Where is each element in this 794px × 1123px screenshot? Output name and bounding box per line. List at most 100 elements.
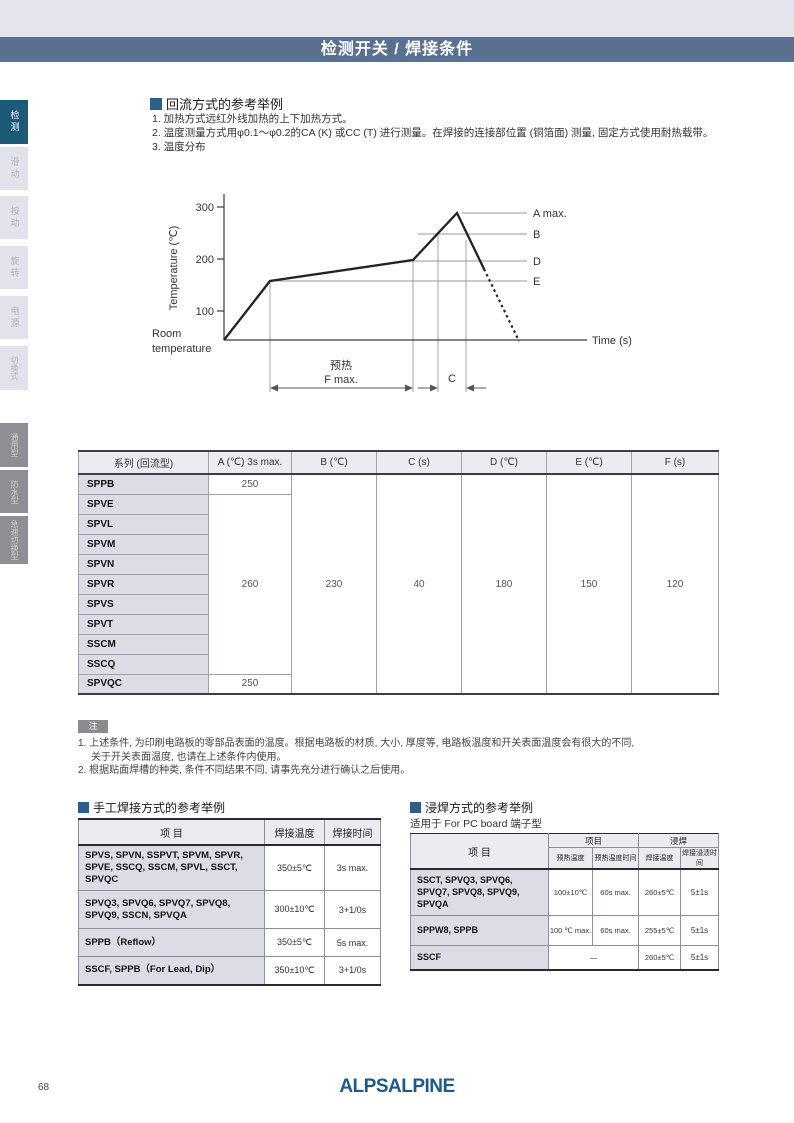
reflow-note-line: 1. 加热方式远红外线加热的上下加热方式。 [152,113,353,125]
table-row: SSCF — 260±5℃ 5±1s [410,944,720,971]
heading-square-icon [78,802,89,813]
sidebar-tab-label: 滑动 [9,156,20,181]
value-cell-b: 230 [291,473,377,695]
sidebar-tab-label: 通用型 [10,433,19,457]
temp-cell: 350±10℃ [264,956,325,986]
note-badge: 注 [78,720,108,733]
sidebar-tab-label: 检测 [9,110,20,134]
sidebar-tab-label: 切换式 [10,356,19,380]
sidebar-tab-huadong: 滑动 [0,147,28,190]
item-cell: SPVS, SPVN, SSPVT, SPVM, SPVR, SPVE, SSC… [78,844,265,891]
sub-header-dip-time: 焊接浸渍时间 [680,847,720,870]
item-cell: SSCF, SPPB（For Lead, Dip） [78,956,265,986]
hand-solder-heading-text: 手工焊接方式的参考举例 [93,801,226,815]
series-cell: SPVQC [78,673,209,695]
alps-alpine-logo: ALPSALPINE [339,1076,455,1097]
preheat-time-cell: 60s max. [591,914,640,946]
temp-cell: 300±10℃ [264,890,325,929]
col-header-solder-temp: 焊接温度 [264,818,325,846]
label-B: B [533,229,540,241]
y-tick-label-300: 300 [196,202,214,214]
col-header-e: E (℃) [546,450,632,475]
item-cell: SPPB（Reflow） [78,928,265,957]
col-header-items: 项 目 [410,833,549,870]
value-cell-f: 120 [631,473,719,695]
sidebar-tab-label: 防水型 [10,479,19,504]
time-cell: 3+1/0s [324,956,381,986]
table-row: SPPB（Reflow） 350±5℃ 5s max. [78,928,381,957]
dip-solder-heading: 浸焊方式的参考举例 [410,799,533,816]
arrowhead-left-icon [270,384,278,392]
arrowhead-left-icon [466,384,474,392]
x-axis-title: Time (s) [592,335,632,347]
table-row: SSCM [78,633,719,655]
series-cell: SPVR [78,573,209,595]
series-cell: SPVT [78,613,209,635]
sub-header-preheat-temp: 预热温度 [548,847,593,870]
table-row: SPVT [78,613,719,635]
table-row: SSCF, SPPB（For Lead, Dip） 350±10℃ 3+1/0s [78,956,381,986]
series-cell: SPVN [78,553,209,575]
sidebar-tab-label: 电源 [9,305,20,330]
reflow-section-heading: 回流方式的参考举例 [150,94,283,113]
series-cell: SSCQ [78,653,209,675]
series-cell: SPVL [78,513,209,535]
room-temp-label: temperature [152,343,211,355]
value-cell-a: 250 [208,673,292,695]
sidebar-tab-label: 按动 [9,205,20,230]
series-cell: SPVS [78,593,209,615]
time-cell: 5s max. [324,928,381,957]
profile-line-dotted [483,268,520,342]
fmax-label: F max. [324,374,358,386]
col-header-f: F (s) [631,450,719,475]
arrowhead-right-icon [405,384,413,392]
value-cell-a-merged: 260 [208,493,292,675]
sidebar-tab-label: 旋转 [9,255,20,280]
preheat-time-cell: 60s max. [591,868,640,916]
reflow-table: 系列 (回流型) A (℃) 3s max. B (℃) C (s) D (℃)… [78,450,719,695]
series-cell: SPPB [78,473,209,495]
preheat-merged-cell: — [547,944,640,971]
value-cell-d: 180 [461,473,547,695]
label-A-max: A max. [533,208,567,220]
value-cell-e: 150 [546,473,632,695]
dip-table-group-row: 项 目 项目 浸焊 [410,833,720,870]
group-header-preheat: 项目 [547,833,640,848]
col-header-d: D (℃) [461,450,547,475]
sub-header-preheat-time: 预热温度时间 [591,847,640,870]
hand-table-header-row: 项 目 焊接温度 焊接时间 [78,818,381,846]
time-cell: 3s max. [324,844,381,891]
series-cell: SPVM [78,533,209,555]
col-header-items: 项 目 [78,818,265,846]
y-tick-label-100: 100 [196,306,214,318]
solder-temp-cell: 255±5℃ [638,914,682,946]
sidebar-tab-andong: 按动 [0,196,28,239]
table-row: SPVQ3, SPVQ6, SPVQ7, SPVQ8, SPVQ9, SSCN,… [78,890,381,929]
c-label: C [448,373,456,385]
dip-solder-heading-text: 浸焊方式的参考举例 [425,801,534,815]
dip-solder-subtitle: 适用于 For PC board 端子型 [410,818,542,830]
preheat-temp-cell: 100±10℃ [548,868,593,916]
table-row: SPVN [78,553,719,575]
col-header-a: A (℃) 3s max. [208,450,292,475]
hand-solder-heading: 手工焊接方式的参考举例 [78,799,225,816]
item-cell: SSCF [410,944,549,971]
dip-time-cell: 5±1s [680,914,720,946]
page-title: 检测开关 / 焊接条件 [0,37,794,62]
table-row: SPPB 250 230 40 180 150 120 [78,473,719,695]
top-strip [0,0,794,37]
table-row: SSCT, SPVQ3, SPVQ6, SPVQ7, SPVQ8, SPVQ9,… [410,868,720,916]
y-axis-title: Temperature (℃) [168,226,180,311]
y-tick-label-200: 200 [196,254,214,266]
dip-table-subheader-row: 预热温度 预热温度时间 焊接温度 焊接浸渍时间 [411,847,720,870]
temp-cell: 350±5℃ [264,844,325,891]
table-row: SPVS, SPVN, SSPVT, SPVM, SPVR, SPVE, SSC… [78,844,381,891]
preheat-label: 预热 [330,359,352,372]
arrowhead-right-icon [430,384,438,392]
table-row: SPVS [78,593,719,615]
label-D: D [533,256,541,268]
page-number: 68 [38,1082,50,1093]
sub-header-solder-temp: 焊接温度 [638,847,682,870]
preheat-temp-cell: 100 ℃ max. [548,914,593,946]
group-header-dip: 浸焊 [638,833,720,848]
